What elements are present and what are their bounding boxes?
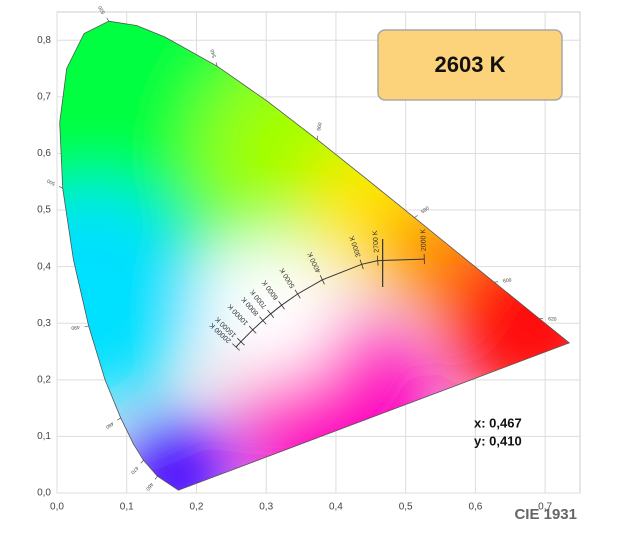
x-tick-label: 0,1 (120, 502, 134, 513)
wavelength-tick (140, 460, 144, 464)
wavelength-label: 470 (129, 465, 139, 475)
wavelength-tick (154, 475, 158, 480)
x-tick-label: 0,2 (190, 502, 204, 513)
badge: 2603 K (435, 52, 506, 77)
wavelength-tick (106, 17, 110, 22)
wavelength-label: 580 (420, 205, 430, 215)
wavelength-label: 480 (104, 420, 114, 430)
y-tick-label: 0,3 (37, 318, 51, 329)
wavelength-tick (215, 62, 218, 67)
readout-x: x: 0,467 (474, 415, 522, 430)
temperature-label: 2700 K (372, 230, 381, 253)
wavelength-tick (117, 417, 121, 421)
temperature-tick (294, 289, 301, 299)
temperature-tick (248, 325, 257, 334)
x-tick-label: 0,3 (259, 502, 273, 513)
temperature-tick (259, 316, 267, 325)
temperature-tick (319, 275, 325, 285)
wavelength-label: 520 (97, 4, 107, 14)
footer: CIE 1931 (514, 506, 577, 523)
wavelength-tick (316, 135, 319, 140)
temperature-tick (278, 300, 285, 310)
y-tick-label: 0,0 (37, 488, 51, 499)
x-tick-label: 0,5 (399, 502, 413, 513)
wavelength-label: 460 (144, 481, 154, 491)
y-tick-label: 0,8 (37, 35, 51, 46)
temperature-tick (376, 255, 379, 266)
y-tick-label: 0,5 (37, 205, 51, 216)
spectral-locus (59, 20, 571, 491)
temperature-tick (232, 343, 240, 351)
y-tick-label: 0,7 (37, 92, 51, 103)
badge-box (377, 29, 563, 101)
temperature-tick (359, 259, 364, 270)
y-tick-label: 0,1 (37, 431, 51, 442)
y-tick-label: 0,2 (37, 374, 51, 385)
x-tick-label: 0,7 (538, 502, 552, 513)
wavelength-label: 560 (316, 122, 323, 131)
wavelength-label: 490 (71, 324, 80, 331)
wavelength-label: 540 (210, 48, 218, 58)
temperature-label: 2000 K (420, 228, 428, 251)
x-tick-label: 0,6 (468, 502, 482, 513)
temperature-tick (267, 309, 275, 318)
x-tick-label: 0,0 (50, 502, 64, 513)
y-tick-label: 0,4 (37, 261, 51, 272)
x-tick-label: 0,4 (329, 502, 343, 513)
wavelength-tick (414, 215, 418, 218)
temperature-tick (237, 337, 245, 346)
readout-y: y: 0,410 (474, 433, 522, 448)
wavelength-label: 600 (503, 278, 512, 285)
y-tick-label: 0,6 (37, 148, 51, 159)
wavelength-label: 620 (548, 316, 557, 322)
wavelength-tick (59, 186, 63, 189)
wavelength-label: 500 (46, 177, 56, 186)
